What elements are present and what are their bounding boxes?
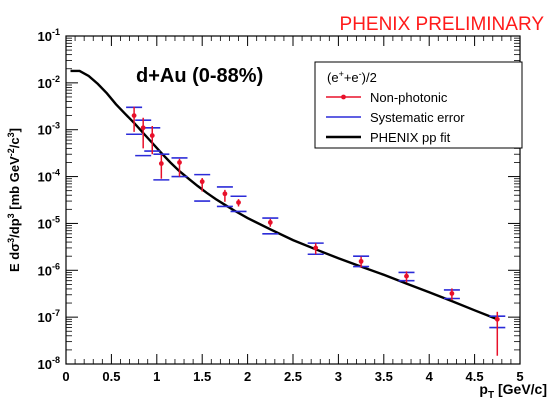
data-point [140, 125, 146, 131]
data-point [358, 258, 364, 264]
y-tick-label: 10-2 [38, 74, 60, 91]
x-axis-label: pT [GeV/c] [479, 381, 547, 401]
legend: (e++e-)/2 Non-photonic Systematic error … [314, 61, 523, 149]
banner-text: PHENIX PRELIMINARY [340, 14, 545, 35]
x-tick-label: 3 [335, 369, 342, 384]
x-tick-label: 2.5 [284, 369, 302, 384]
non-photonic-series [131, 106, 500, 356]
y-tick-label: 10-6 [38, 261, 60, 278]
data-point [236, 200, 241, 205]
x-tick-label: 2 [244, 369, 251, 384]
x-tick-label: 4.5 [466, 369, 484, 384]
x-tick-label: 1 [153, 369, 160, 384]
data-point [177, 160, 182, 165]
data-point [222, 191, 228, 197]
y-tick-label: 10-5 [38, 214, 60, 231]
chart-title: d+Au (0-88%) [136, 65, 263, 87]
legend-label-nonphotonic: Non-photonic [370, 90, 448, 105]
y-tick-label: 10-4 [38, 168, 60, 185]
legend-box [314, 61, 523, 149]
data-point [199, 179, 205, 185]
data-point [404, 273, 409, 279]
pp-fit-line [70, 69, 498, 321]
x-tick-label: 0.5 [102, 369, 120, 384]
data-point [149, 133, 155, 138]
legend-label-ppfit: PHENIX pp fit [370, 130, 451, 145]
legend-label-systematic: Systematic error [370, 110, 465, 125]
x-tick-label: 4 [426, 369, 434, 384]
x-tick-label: 0 [62, 369, 69, 384]
x-tick-label: 5 [516, 369, 523, 384]
data-point [267, 220, 273, 225]
data-point [494, 316, 500, 322]
y-tick-label: 10-7 [38, 308, 60, 325]
data-point [131, 113, 137, 119]
data-point [158, 161, 164, 166]
data-point [313, 245, 319, 251]
y-tick-label: 10-3 [38, 121, 60, 138]
x-tick-label: 1.5 [193, 369, 211, 384]
x-axis: 0 0.5 1 1.5 2 2.5 3 3.5 4 4.5 5 [62, 36, 524, 384]
y-axis: 10-8 10-7 10-6 10-5 10-4 10-3 10-2 10-1 [38, 27, 520, 372]
x-tick-label: 3.5 [375, 369, 393, 384]
legend-marker-nonphotonic-dot [341, 94, 346, 100]
y-tick-label: 10-1 [38, 27, 60, 44]
y-tick-label: 10-8 [38, 355, 60, 372]
data-point [449, 291, 455, 296]
y-axis-label: E dσ3/dp3 [mb GeV-2/c3] [6, 128, 22, 272]
legend-header: (e++e-)/2 [327, 69, 377, 85]
